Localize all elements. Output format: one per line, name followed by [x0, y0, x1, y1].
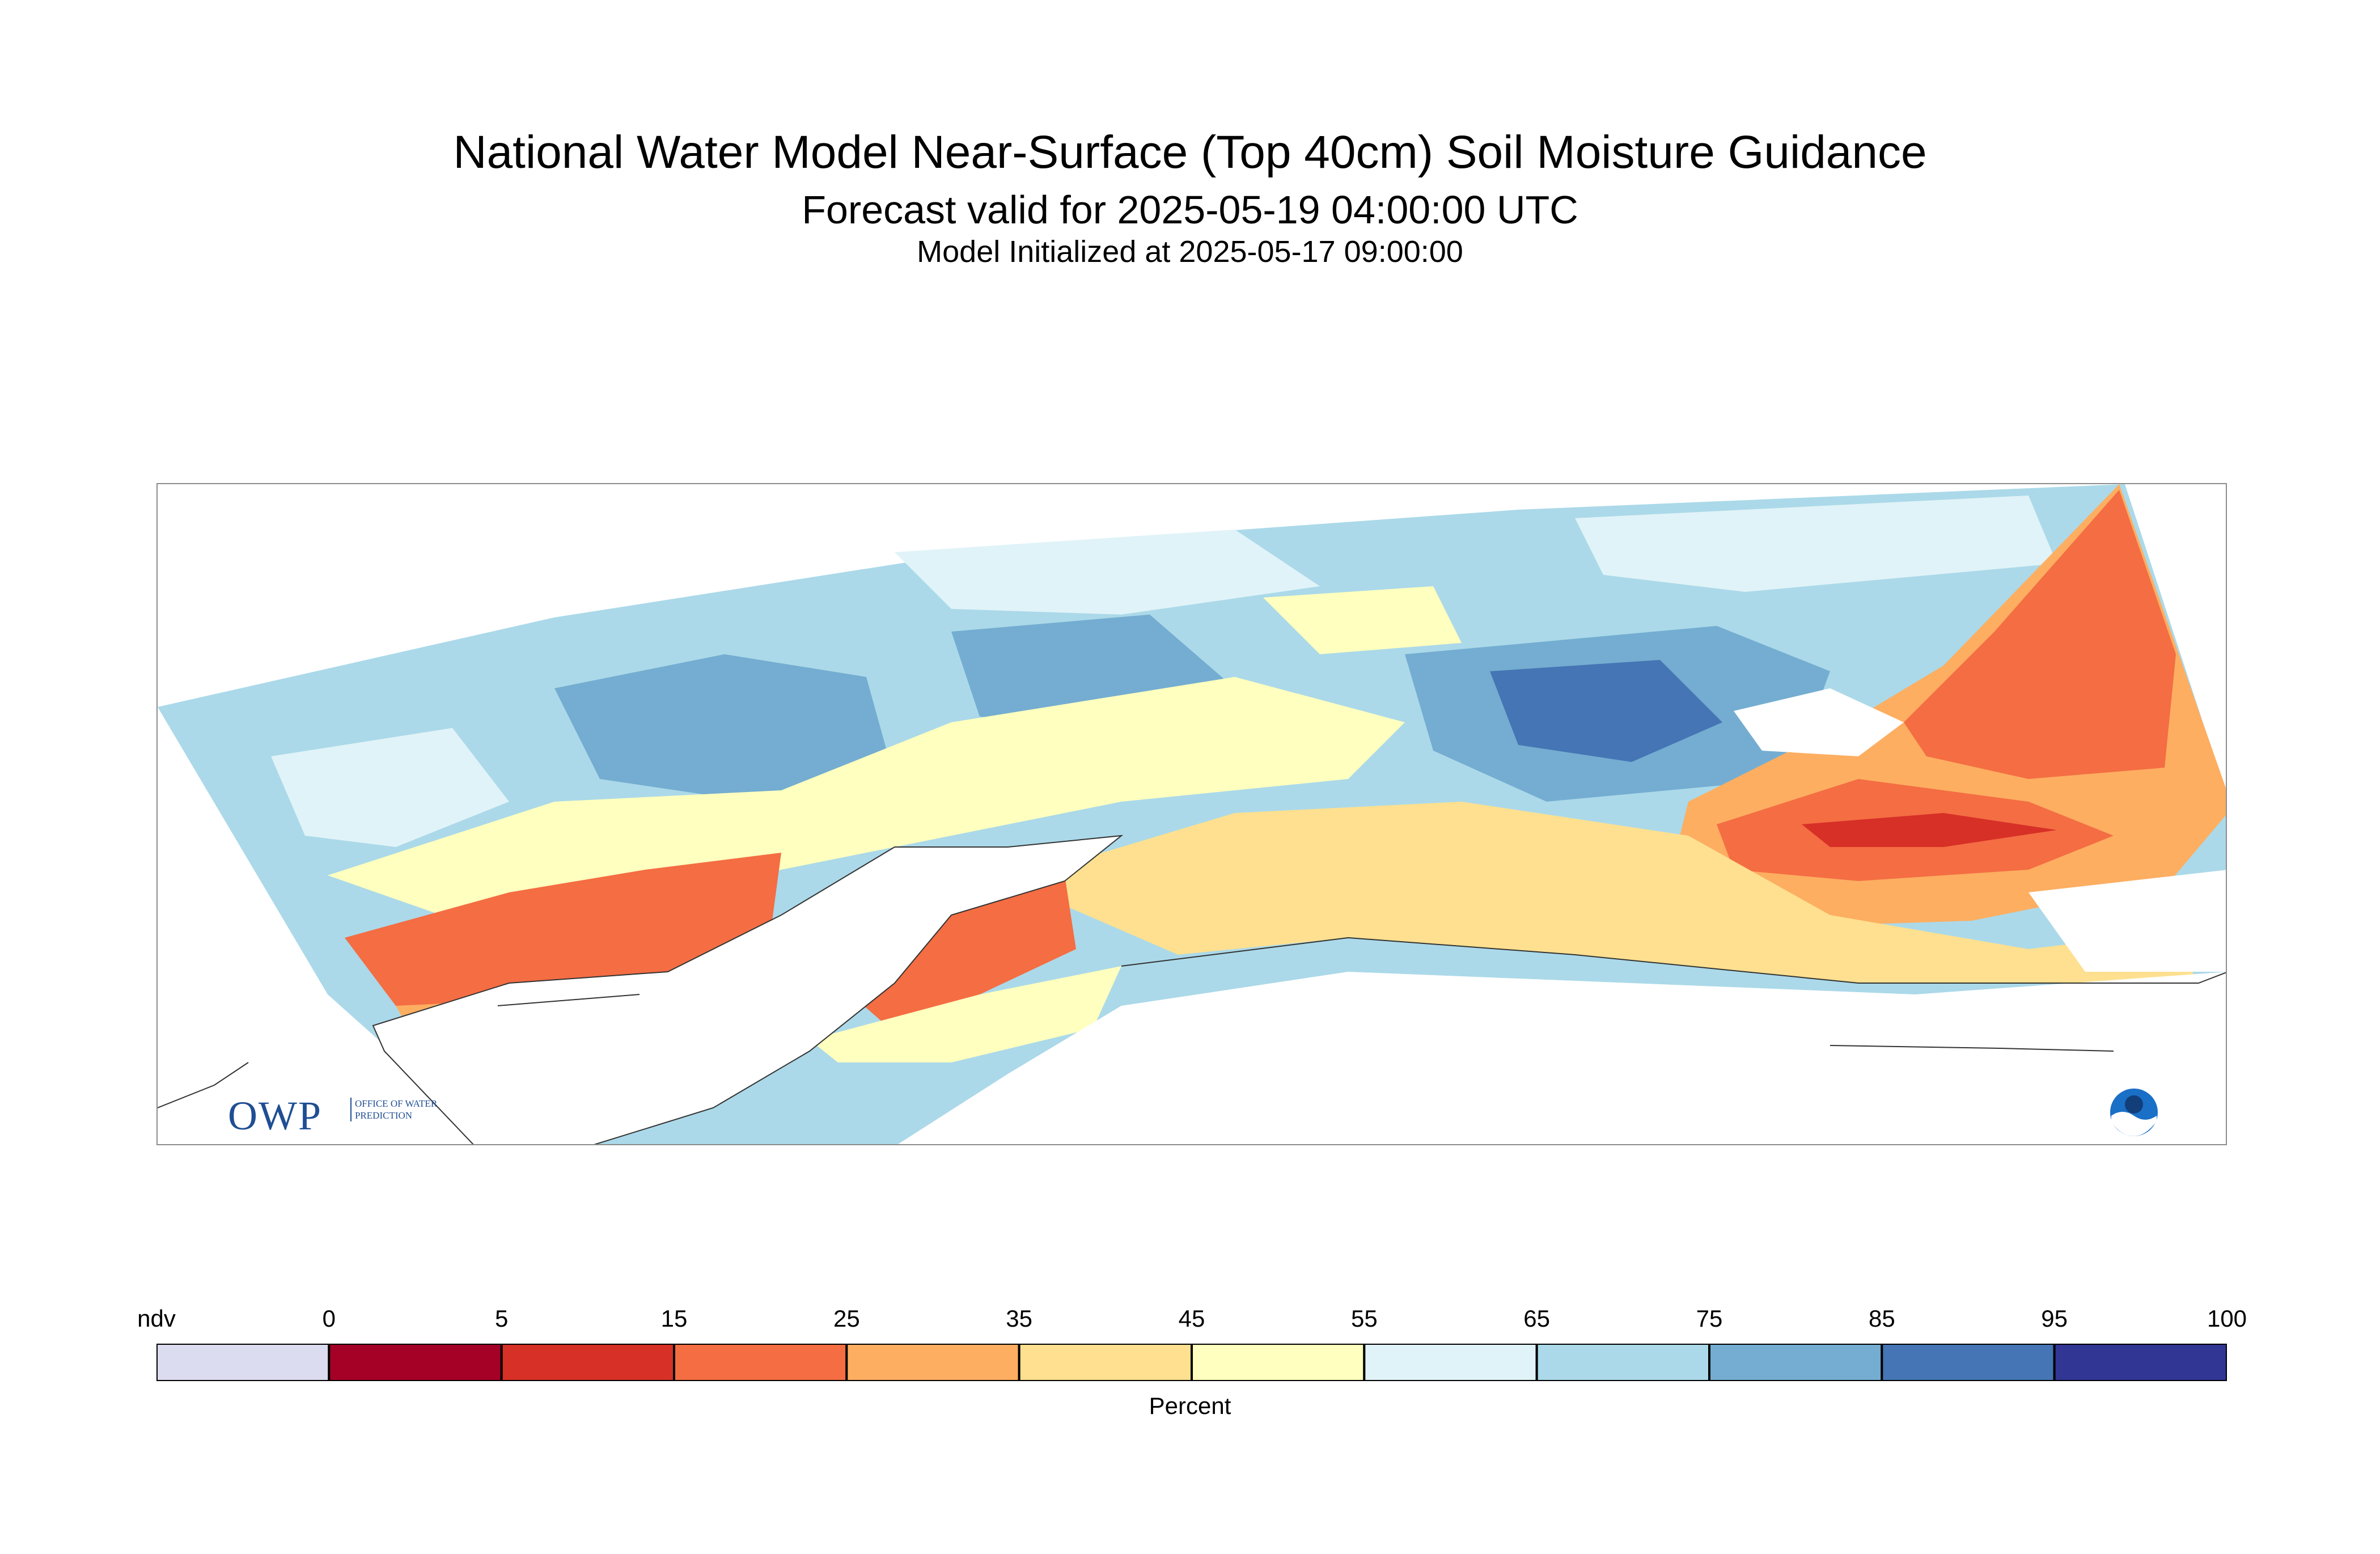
- legend-tick-95: 95: [2041, 1305, 2068, 1332]
- legend-swatch-ndv: [156, 1344, 331, 1381]
- dry-region-peninsula: [838, 875, 1076, 1023]
- moisture-region-45-55: [328, 586, 1462, 915]
- model-init-subtitle: Model Initialized at 2025-05-17 09:00:00: [917, 235, 1463, 269]
- noaa-logo: [2109, 1087, 2159, 1137]
- legend-swatch-65-75: [1535, 1344, 1711, 1381]
- dry-region-coastal: [1008, 802, 2199, 983]
- moisture-region-85-95: [1490, 660, 1722, 762]
- legend-unit-label: Percent: [1149, 1392, 1231, 1419]
- legend-tick-35: 35: [1006, 1305, 1033, 1332]
- legend-tick-85: 85: [1868, 1305, 1895, 1332]
- map-panel: OWP OFFICE OF WATER PREDICTION: [156, 483, 2227, 1145]
- legend-swatch-5-15: [500, 1344, 676, 1381]
- legend-tick-5: 5: [494, 1305, 509, 1332]
- legend-swatch-15-25: [673, 1344, 848, 1381]
- legend-tick-0: 0: [322, 1305, 336, 1332]
- legend-tick-55: 55: [1350, 1305, 1378, 1332]
- legend-tick-65: 65: [1523, 1305, 1551, 1332]
- forecast-valid-subtitle: Forecast valid for 2025-05-19 04:00:00 U…: [802, 188, 1578, 232]
- soil-moisture-map: [158, 484, 2226, 1144]
- legend-swatch-85-95: [1881, 1344, 2056, 1381]
- dry-region-east-ridge: [1802, 813, 2057, 847]
- moisture-region-45-55-peninsula: [810, 966, 1121, 1062]
- owp-logo: OWP OFFICE OF WATER PREDICTION: [228, 1093, 438, 1138]
- legend-tick-100: 100: [2207, 1305, 2247, 1332]
- coastline: [158, 937, 2226, 1108]
- legend-swatch-25-35: [845, 1344, 1020, 1381]
- map-title: National Water Model Near-Surface (Top 4…: [453, 126, 1927, 178]
- dry-region-southwest: [345, 853, 781, 1006]
- water-gulf: [898, 972, 2226, 1144]
- legend-swatch-95-100: [2053, 1344, 2227, 1381]
- legend-swatch-45-55: [1191, 1344, 1366, 1381]
- legend-tick-45: 45: [1178, 1305, 1205, 1332]
- legend-tick-75: 75: [1696, 1305, 1723, 1332]
- legend-tick-25: 25: [833, 1305, 860, 1332]
- legend-swatch-35-45: [1018, 1344, 1193, 1381]
- owp-tagline: OFFICE OF WATER PREDICTION: [350, 1098, 440, 1121]
- color-legend: [156, 1344, 2227, 1381]
- legend-tick-ndv: ndv: [137, 1305, 176, 1332]
- no-data-patch: [1734, 688, 2226, 972]
- legend-swatch-55-65: [1363, 1344, 1538, 1381]
- dry-region-east-core: [1717, 490, 2176, 881]
- moisture-region-55-65: [271, 496, 2057, 847]
- legend-swatch-75-85: [1708, 1344, 1883, 1381]
- legend-swatch-0-5: [328, 1344, 503, 1381]
- owp-letters: OWP: [228, 1093, 322, 1138]
- water-inlet: [372, 835, 1124, 1144]
- legend-tick-15: 15: [660, 1305, 688, 1332]
